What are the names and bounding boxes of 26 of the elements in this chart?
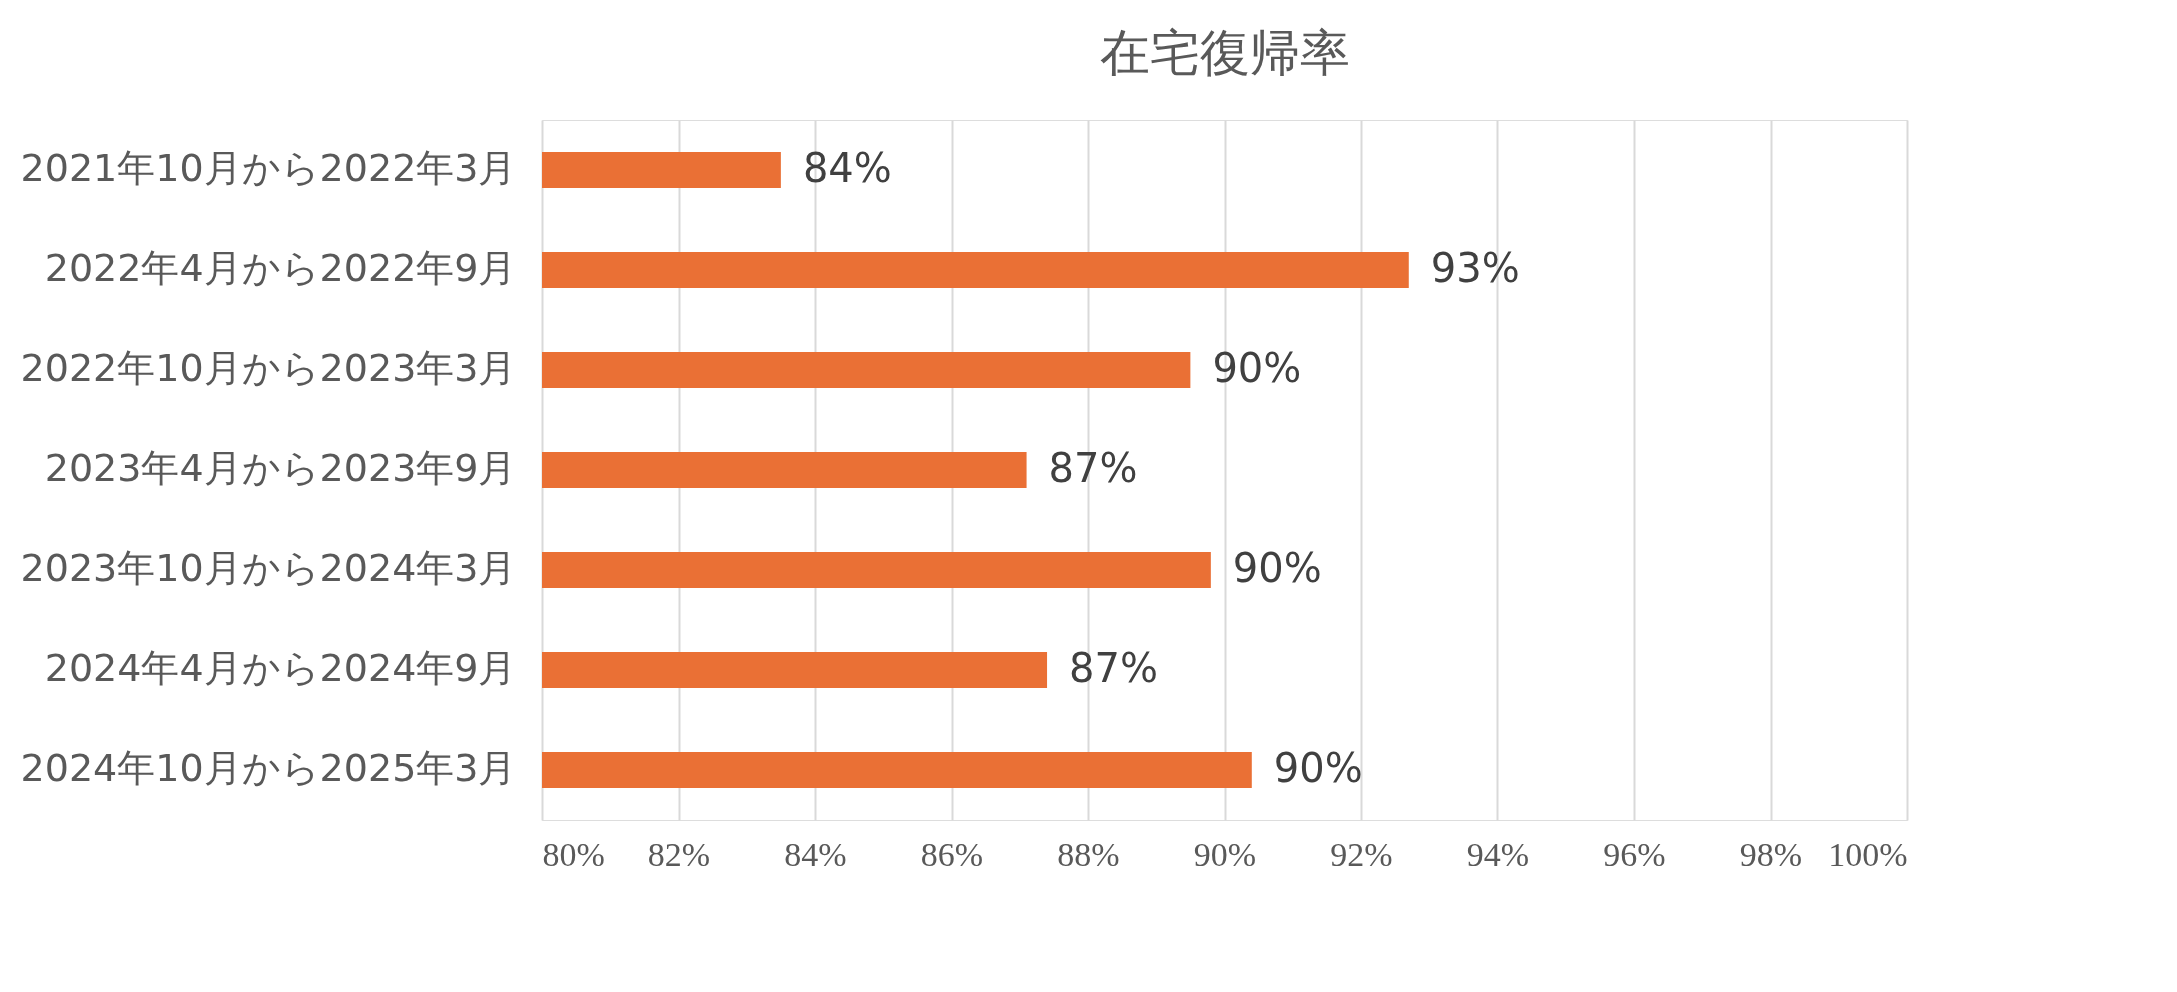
data-label: 90%: [1273, 745, 1363, 791]
x-tick-label: 92%: [1330, 835, 1393, 873]
y-tick-label: 2022年10月から2023年3月: [20, 346, 517, 390]
x-tick-label: 82%: [647, 835, 711, 873]
x-tick-label: 100%: [1828, 835, 1908, 873]
x-tick-label: 90%: [1193, 835, 1257, 873]
y-tick-label: 2024年10月から2025年3月: [20, 746, 517, 790]
y-tick-label: 2023年10月から2024年3月: [20, 546, 517, 590]
x-tick-label: 86%: [920, 835, 984, 873]
data-label: 84%: [802, 145, 892, 191]
y-tick-label: 2024年4月から2024年9月: [44, 646, 517, 690]
data-label: 87%: [1048, 445, 1138, 491]
data-label: 90%: [1212, 345, 1302, 391]
x-tick-label: 94%: [1466, 835, 1530, 873]
data-label: 93%: [1430, 245, 1520, 291]
y-tick-label: 2021年10月から2022年3月: [20, 146, 517, 190]
x-tick-label: 80%: [542, 835, 605, 873]
y-tick-label: 2022年4月から2022年9月: [44, 246, 517, 290]
chart-title: 在宅復帰率: [1099, 24, 1350, 82]
x-tick-label: 96%: [1603, 835, 1666, 873]
data-label: 90%: [1232, 545, 1322, 591]
y-tick-label: 2023年4月から2023年9月: [44, 446, 517, 490]
x-tick-label: 84%: [784, 835, 847, 873]
data-label: 87%: [1069, 645, 1158, 691]
x-tick-label: 98%: [1739, 835, 1803, 873]
x-tick-label: 88%: [1057, 835, 1120, 873]
